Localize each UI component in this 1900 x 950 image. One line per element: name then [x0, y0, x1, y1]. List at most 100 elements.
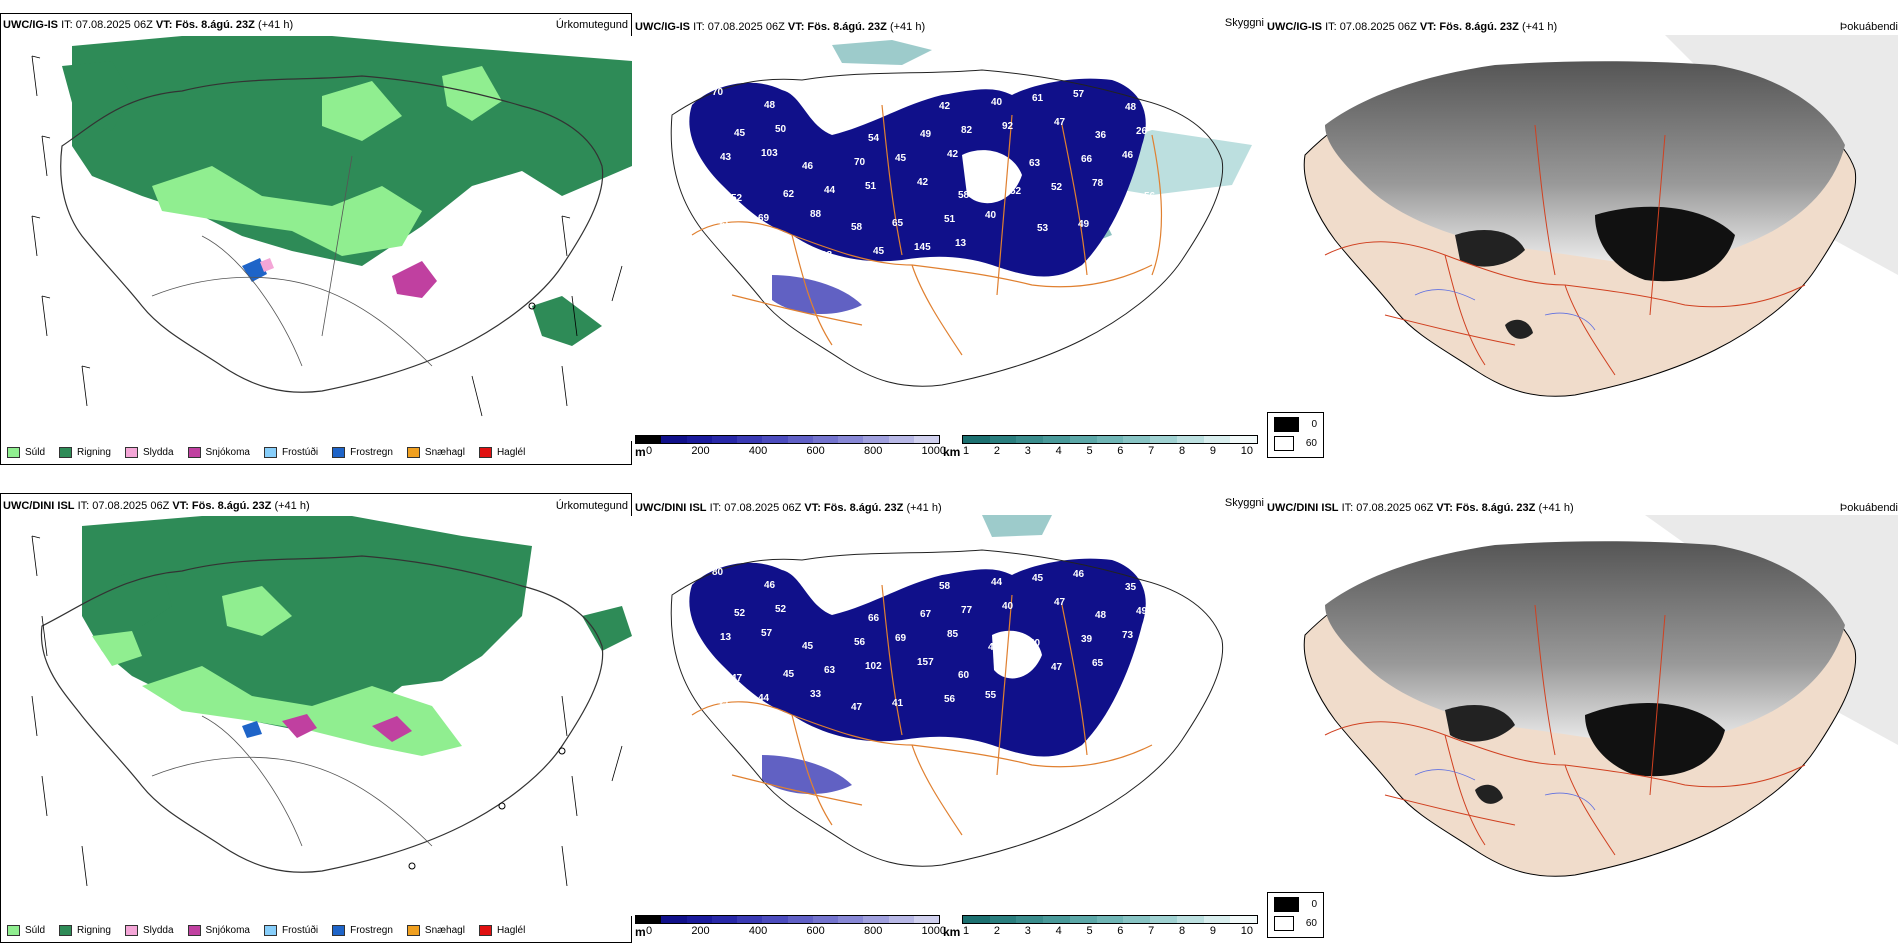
- legend-swatch: [332, 447, 346, 458]
- visibility-value-label: 98: [821, 250, 833, 261]
- tick-label: 200: [691, 925, 710, 937]
- colorbar-km-unit: km: [943, 925, 961, 939]
- tick-label: 5: [1086, 445, 1093, 457]
- colorbar-km: [962, 915, 1258, 924]
- legend-item: Frostregn: [332, 925, 393, 936]
- visibility-map: 70 48 42 71 43 42 40 61 57 48 45 50 66 54 49 82 92 47 36 26…: [632, 35, 1262, 430]
- visibility-value-label: 40: [991, 97, 1003, 108]
- colorbar-segment: [863, 436, 889, 443]
- visibility-value-label: 65: [1092, 658, 1104, 669]
- visibility-panel-bottom: UWC/DINI ISL IT: 07.08.2025 06Z VT: Fös.…: [632, 493, 1264, 943]
- visibility-value-label: 58: [939, 581, 951, 592]
- visibility-value-label: 69: [895, 633, 907, 644]
- legend-item: Frostregn: [332, 447, 393, 458]
- visibility-value-label: 44: [988, 162, 1000, 173]
- legend-item: Snjókoma: [187, 925, 250, 936]
- panel-header: UWC/IG-IS IT: 07.08.2025 06Z VT: Fös. 8.…: [635, 21, 926, 33]
- colorbar-segment: [686, 436, 712, 443]
- legend-item: Frostúði: [263, 925, 319, 936]
- colorbar-km: [962, 435, 1258, 444]
- fog-map: [1265, 35, 1898, 430]
- visibility-value-label: 48: [764, 100, 776, 111]
- colorbar-segment: [1176, 916, 1204, 923]
- legend-item: Rigning: [59, 447, 111, 458]
- precip-legend: Súld Rigning Slydda Snjókoma Frostúði Fr…: [7, 925, 539, 936]
- colorbar-segment: [737, 916, 763, 923]
- colorbar-segment: [762, 436, 788, 443]
- visibility-value-label: 38: [1010, 666, 1022, 677]
- legend-label: Rigning: [77, 925, 111, 936]
- tick-label: 0: [646, 925, 653, 937]
- tick-label: 10: [1240, 925, 1253, 937]
- visibility-value-label: 55: [985, 690, 997, 701]
- legend-swatch: [406, 925, 420, 936]
- visibility-value-label: 47: [1054, 597, 1066, 608]
- tick-label: 4: [1055, 445, 1062, 457]
- legend-swatch: [478, 447, 492, 458]
- colorbar-segment: [963, 436, 990, 443]
- legend-label: Snjókoma: [205, 925, 250, 936]
- colorbar-segment: [762, 916, 788, 923]
- panel-header: UWC/IG-IS IT: 07.08.2025 06Z VT: Fös. 8.…: [1267, 21, 1558, 33]
- tick-label: 600: [806, 925, 825, 937]
- panel-title-visibility: Skyggni: [1224, 497, 1264, 509]
- legend-label: Frostúði: [281, 925, 319, 936]
- legend-label: Rigning: [77, 447, 111, 458]
- colorbar-segment: [1123, 436, 1151, 443]
- visibility-value-label: 103: [761, 148, 778, 159]
- visibility-value-label: 47: [1051, 662, 1063, 673]
- colorbar-m-unit: m: [635, 925, 646, 939]
- tick-label: 800: [863, 445, 883, 457]
- visibility-value-label: 52: [775, 604, 787, 615]
- colorbar-segment: [1069, 436, 1097, 443]
- visibility-value-label: 33: [810, 689, 822, 700]
- visibility-value-label: 56: [1144, 191, 1156, 202]
- visibility-value-label: 45: [1032, 573, 1044, 584]
- cloud-key-item: 0: [1274, 417, 1317, 432]
- legend-item: Rigning: [59, 925, 111, 936]
- visibility-value-label: 49: [1136, 606, 1148, 617]
- visibility-value-label: 61: [739, 241, 751, 252]
- visibility-value-label: 45: [734, 128, 746, 139]
- visibility-value-label: 43: [720, 152, 732, 163]
- visibility-value-label: 70: [805, 576, 817, 587]
- legend-swatch: [332, 925, 346, 936]
- visibility-value-label: 52: [731, 193, 743, 204]
- visibility-value-label: 44: [824, 185, 836, 196]
- colorbar-segment: [1203, 916, 1231, 923]
- visibility-value-label: 49: [988, 642, 1000, 653]
- colorbar-segment: [1016, 916, 1044, 923]
- visibility-value-label: 46: [1073, 569, 1085, 580]
- visibility-value-label: 39: [1081, 634, 1093, 645]
- tick-label: 6: [1117, 445, 1124, 457]
- legend-swatch: [59, 925, 73, 936]
- visibility-value-label: 51: [865, 181, 877, 192]
- colorbar-segment: [636, 916, 662, 923]
- tick-label: 8: [1179, 925, 1186, 937]
- cloud-cover-key-bottom: 0 60: [1267, 892, 1324, 938]
- legend-label: Slydda: [142, 925, 174, 936]
- visibility-value-label: 40: [985, 210, 997, 221]
- legend-label: Frostregn: [350, 447, 393, 458]
- tick-label: 3: [1024, 925, 1031, 937]
- legend-item: Slydda: [124, 447, 174, 458]
- colorbar-segment: [888, 916, 914, 923]
- visibility-value-label: 45: [873, 246, 885, 257]
- visibility-value-label: 46: [802, 161, 814, 172]
- panel-header: UWC/DINI ISL IT: 07.08.2025 06Z VT: Fös.…: [3, 500, 310, 512]
- colorbar-segment: [1096, 436, 1124, 443]
- panel-title-visibility: Skyggni: [1224, 17, 1264, 29]
- tick-label: 1: [963, 445, 970, 457]
- tick-label: 8: [1179, 445, 1186, 457]
- colorbar-segment: [1043, 916, 1070, 923]
- cloud-cover-key-top: 0 60: [1267, 412, 1324, 458]
- visibility-value-label: 47: [731, 673, 743, 684]
- tick-label: 2: [993, 925, 1000, 937]
- legend-swatch: [263, 447, 277, 458]
- visibility-value-label: 80: [712, 567, 724, 578]
- colorbar-segment: [661, 916, 687, 923]
- cloud-key-swatch: [1274, 436, 1294, 451]
- visibility-value-label: 26: [1136, 126, 1148, 137]
- colorbar-segment: [989, 436, 1017, 443]
- colorbar-m: [635, 915, 940, 924]
